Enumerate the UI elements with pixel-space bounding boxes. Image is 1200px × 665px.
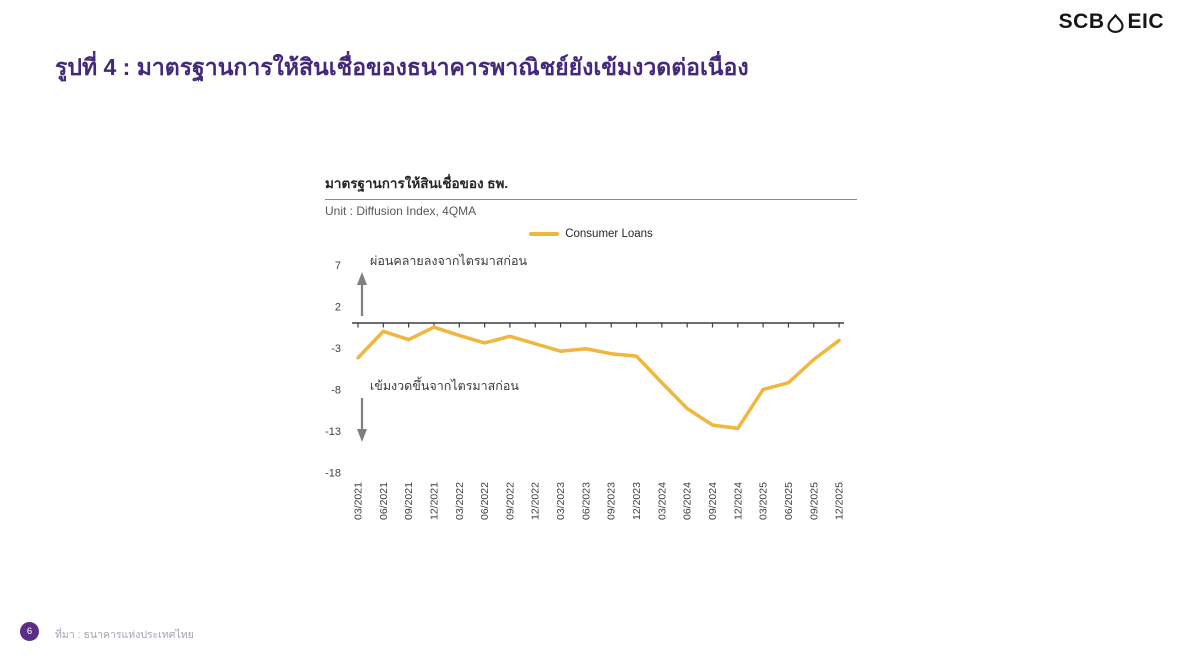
source-text: ที่มา : ธนาคารแห่งประเทศไทย [55, 629, 194, 641]
x-tick-label: 09/2024 [707, 482, 719, 520]
down-arrow-icon [357, 398, 367, 442]
brand-logo-eic: EIC [1127, 10, 1164, 33]
legend-swatch [529, 232, 560, 236]
x-tick-label: 12/2025 [834, 482, 846, 520]
chart-legend: Consumer Loans [325, 226, 857, 242]
y-tick-label: -8 [331, 384, 341, 396]
x-tick-label: 12/2022 [530, 482, 542, 520]
x-tick-label: 09/2025 [808, 482, 820, 520]
series-line [356, 325, 841, 431]
legend-label: Consumer Loans [565, 228, 653, 240]
annotation-tightened: เข้มงวดขึ้นจากไตรมาสก่อน [370, 376, 519, 393]
chart-title: มาตรฐานการให้สินเชื่อของ ธพ. [325, 172, 857, 200]
y-tick-label: 2 [335, 301, 341, 313]
chart-panel: มาตรฐานการให้สินเชื่อของ ธพ. Unit : Diff… [325, 172, 857, 540]
x-tick-label: 09/2021 [403, 482, 415, 520]
y-tick-label: 7 [335, 260, 341, 272]
x-tick-label: 12/2024 [732, 482, 744, 520]
page-number-badge: 6 [20, 622, 39, 641]
y-tick-label: -13 [325, 426, 341, 438]
annotation-eased: ผ่อนคลายลงจากไตรมาสก่อน [370, 254, 527, 268]
x-tick-label: 12/2023 [631, 482, 643, 520]
x-tick-label: 12/2021 [428, 482, 440, 520]
x-tick-label: 03/2023 [555, 482, 567, 520]
x-tick-label: 03/2022 [454, 482, 466, 520]
x-tick-label: 06/2024 [682, 482, 694, 520]
x-tick-label: 09/2023 [606, 482, 618, 520]
page-number: 6 [26, 626, 33, 637]
x-tick-label: 03/2021 [353, 482, 365, 520]
scb-leaf-icon [1107, 13, 1125, 33]
x-tick-label: 06/2021 [378, 482, 390, 520]
y-tick-label: -3 [331, 343, 341, 355]
chart-svg: ผ่อนคลายลงจากไตรมาสก่อน เข้มงวดขึ้นจากไต… [325, 254, 845, 520]
x-tick-label: 06/2022 [479, 482, 491, 520]
figure-title: รูปที่ 4 : มาตรฐานการให้สินเชื่อของธนาคา… [55, 54, 749, 80]
x-tick-label: 09/2022 [504, 482, 516, 520]
up-arrow-icon [357, 272, 367, 316]
brand-logo: SCB EIC [1059, 10, 1164, 34]
x-tick-label: 03/2025 [758, 482, 770, 520]
x-tick-label: 06/2025 [783, 482, 795, 520]
y-tick-label: -18 [325, 467, 341, 479]
brand-logo-scb: SCB [1058, 10, 1105, 33]
chart-unit-label: Unit : Diffusion Index, 4QMA [325, 204, 477, 218]
x-tick-label: 03/2024 [656, 482, 668, 520]
plot-area: 03/2021 06/2021 09/2021 12/2021 03/2022 06/20… [325, 260, 845, 520]
x-tick-label: 06/2023 [580, 482, 592, 520]
